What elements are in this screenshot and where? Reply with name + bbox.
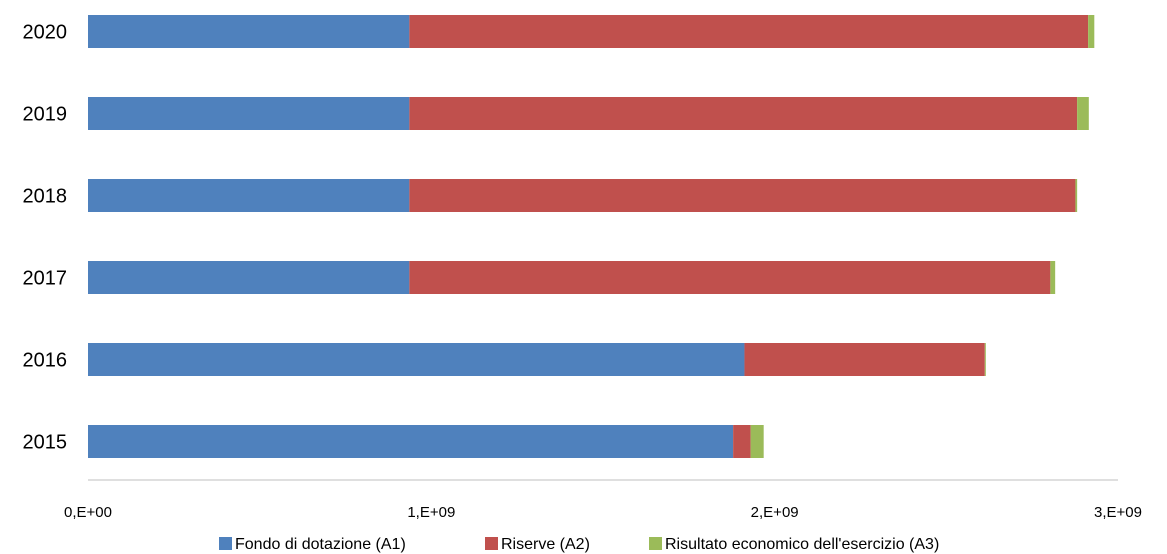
bar-2020-series-1 [88,15,410,48]
bar-2019-series-1 [88,97,410,130]
bar-2017-series-3 [1050,261,1056,294]
bar-2019-series-3 [1077,97,1089,130]
bar-2015-series-3 [750,425,764,458]
category-label-2017: 2017 [23,268,68,290]
legend-swatch-1 [219,537,232,550]
bar-2015-series-2 [733,425,751,458]
legend-label-2: Riserve (A2) [501,536,590,553]
bar-2019-series-2 [409,97,1078,130]
x-tick-label-1: 1,E+09 [407,504,455,521]
bar-2015-series-1 [88,425,734,458]
x-tick-label-0: 0,E+00 [64,504,112,521]
bar-2020-series-2 [409,15,1089,48]
legend-label-1: Fondo di dotazione (A1) [235,536,406,553]
x-tick-labels: 0,E+00 1,E+09 2,E+09 3,E+09 [64,504,1142,521]
bar-2018-series-2 [409,179,1076,212]
category-label-2019: 2019 [23,104,68,126]
legend: Fondo di dotazione (A1) Riserve (A2) Risul… [219,536,939,553]
legend-swatch-3 [649,537,662,550]
bar-2018-series-3 [1075,179,1078,212]
bar-2018-series-1 [88,179,410,212]
bar-2016-series-1 [88,343,745,376]
bars-group [88,15,1095,458]
legend-swatch-2 [485,537,498,550]
bar-2017-series-2 [409,261,1051,294]
legend-label-3: Risultato economico dell'esercizio (A3) [665,536,939,553]
category-labels: 2020 2019 2018 2017 2016 2015 [23,22,68,454]
x-tick-label-3: 3,E+09 [1094,504,1142,521]
bar-2016-series-3 [984,343,986,376]
category-label-2020: 2020 [23,22,68,44]
bar-2016-series-2 [744,343,985,376]
bar-2017-series-1 [88,261,410,294]
x-tick-label-2: 2,E+09 [751,504,799,521]
category-label-2016: 2016 [23,350,68,372]
category-label-2015: 2015 [23,432,68,454]
bar-2020-series-3 [1088,15,1095,48]
category-label-2018: 2018 [23,186,68,208]
